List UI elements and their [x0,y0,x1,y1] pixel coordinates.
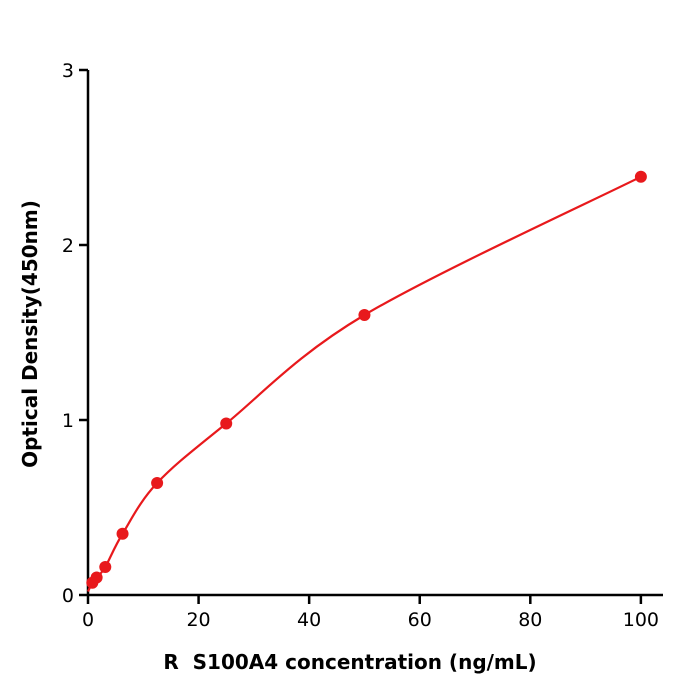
data-point [151,477,164,489]
x-tick-label: 100 [623,609,659,631]
x-axis-label: R S100A4 concentration (ng/mL) [163,650,537,674]
y-axis-label: Optical Density(450nm) [18,200,42,468]
data-point [634,170,647,183]
x-tick-label: 20 [186,609,210,631]
y-tick-label: 1 [62,410,74,432]
y-tick-label: 3 [62,60,74,82]
x-tick-label: 0 [82,609,94,631]
x-tick-label: 80 [518,609,542,631]
y-tick-label: 0 [62,585,74,607]
data-point [99,561,112,573]
y-tick-label: 2 [62,235,74,257]
x-tick-label: 60 [408,609,432,631]
data-point [116,527,129,540]
fit-curve [87,175,642,592]
data-point [90,571,103,584]
data-point [220,417,233,430]
data-point [358,309,371,321]
x-tick-label: 40 [297,609,321,631]
